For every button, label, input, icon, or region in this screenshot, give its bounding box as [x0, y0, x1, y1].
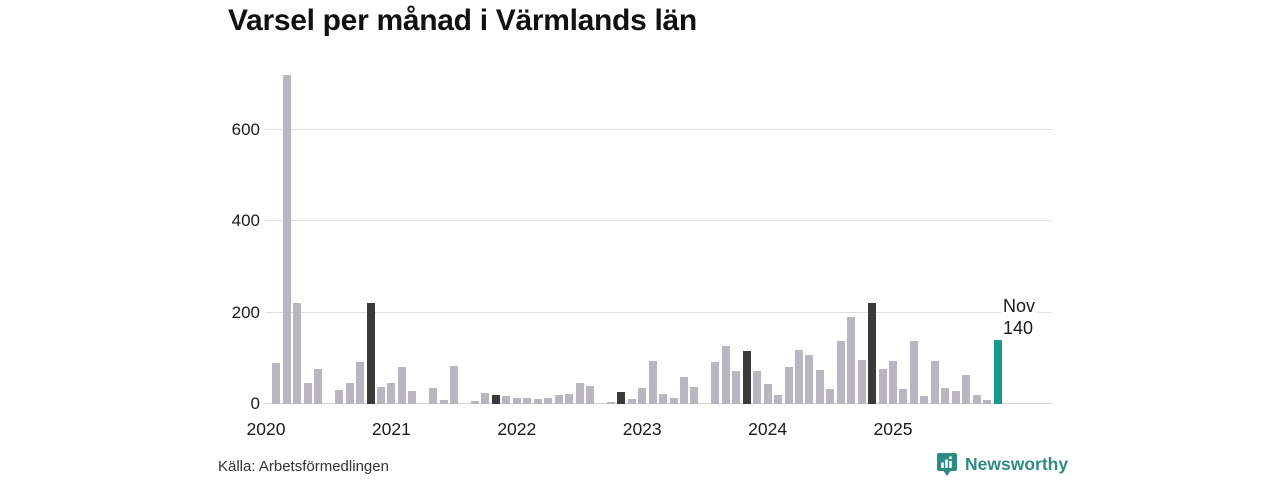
x-axis-label-2022: 2022 — [497, 419, 537, 439]
bar-2024-Dec[interactable] — [878, 369, 887, 404]
bar-2023-Jun[interactable] — [690, 387, 699, 404]
annotation-month-label: Nov — [1003, 296, 1036, 316]
brand-name: Newsworthy — [965, 454, 1069, 474]
bar-2023-Mar[interactable] — [659, 394, 668, 404]
bar-2022-Okt[interactable] — [606, 402, 615, 404]
current-month-annotation: Nov 140 — [1001, 295, 1038, 339]
x-axis-label-2024: 2024 — [748, 419, 788, 439]
x-axis-label-2023: 2023 — [622, 419, 662, 439]
y-axis-label-0: 0 — [250, 394, 260, 413]
bar-2023-Jan[interactable] — [638, 388, 647, 404]
newsworthy-badge-bar-chart-icon — [936, 452, 958, 477]
bar-2021-Dec[interactable] — [502, 396, 511, 404]
bar-2025-Okt[interactable] — [983, 399, 992, 404]
gridline-y-400 — [265, 220, 1052, 221]
y-axis-label-600: 600 — [231, 119, 260, 139]
bar-2023-Sep[interactable] — [721, 346, 730, 404]
branding[interactable]: Newsworthy — [936, 452, 1068, 477]
bar-2025-Mar[interactable] — [909, 341, 918, 404]
bar-2024-Mar[interactable] — [784, 366, 793, 404]
bar-2023-Dec[interactable] — [753, 370, 762, 404]
gridline-y-200 — [265, 311, 1052, 313]
bar-2024-Nov[interactable] — [868, 302, 877, 404]
bar-2021-Jan[interactable] — [387, 383, 396, 404]
bar-2020-Nov[interactable] — [366, 303, 375, 404]
bar-2021-Jun[interactable] — [439, 400, 448, 404]
bar-2025-Jun[interactable] — [941, 387, 950, 404]
bar-2021-Nov[interactable] — [491, 394, 500, 404]
bar-2024-Jun[interactable] — [815, 369, 824, 404]
bar-2022-Jun[interactable] — [565, 393, 574, 404]
x-axis-label-2020: 2020 — [246, 419, 286, 439]
bar-2025-Jan[interactable] — [889, 361, 897, 404]
bar-2025-Maj[interactable] — [930, 360, 939, 404]
bar-2024-Maj[interactable] — [805, 354, 814, 404]
bar-2025-Jul[interactable] — [951, 390, 960, 404]
bar-2025-Apr[interactable] — [920, 395, 929, 404]
bar-2025-Feb[interactable] — [899, 388, 908, 404]
bar-2022-Maj[interactable] — [554, 394, 563, 404]
bar-2020-Apr[interactable] — [293, 303, 302, 404]
bar-2023-Aug[interactable] — [711, 361, 720, 404]
bar-2024-Feb[interactable] — [774, 395, 783, 404]
bar-2024-Sep[interactable] — [847, 317, 856, 404]
bar-2020-Aug[interactable] — [335, 390, 344, 404]
bar-2022-Apr[interactable] — [544, 397, 553, 404]
plot-area — [265, 60, 1052, 404]
bar-2023-Feb[interactable] — [648, 360, 657, 404]
bar-2021-Jul[interactable] — [450, 366, 459, 404]
y-axis-label-200: 200 — [231, 302, 260, 322]
bar-2020-Okt[interactable] — [356, 362, 365, 404]
bar-2025-Nov[interactable] — [993, 339, 1002, 404]
x-axis-label-2021: 2021 — [371, 419, 411, 439]
bar-2025-Sep[interactable] — [972, 394, 981, 404]
bar-2025-Aug[interactable] — [962, 375, 971, 404]
bar-2023-Nov[interactable] — [742, 351, 751, 404]
bar-2023-Apr[interactable] — [669, 397, 678, 404]
x-axis-label-2025: 2025 — [873, 419, 913, 439]
gridline-y-0 — [265, 403, 1052, 404]
bar-2022-Jul[interactable] — [575, 382, 584, 404]
bar-2021-Okt[interactable] — [481, 393, 490, 404]
bar-2022-Feb[interactable] — [523, 397, 532, 404]
bar-2021-Feb[interactable] — [397, 366, 406, 404]
bar-2020-Feb[interactable] — [272, 362, 281, 404]
bar-2024-Jul[interactable] — [826, 388, 835, 404]
annotation-value-label: 140 — [1003, 318, 1034, 338]
bar-2022-Jan[interactable] — [512, 398, 521, 404]
bar-2024-Aug[interactable] — [836, 341, 845, 404]
bar-2023-Okt[interactable] — [732, 370, 741, 404]
bar-2024-Apr[interactable] — [794, 349, 803, 404]
y-axis-label-400: 400 — [231, 211, 260, 230]
bar-2020-Mar[interactable] — [282, 74, 291, 404]
bar-2020-Jun[interactable] — [314, 369, 323, 404]
gridline-y-600 — [265, 128, 1052, 130]
bar-2022-Nov[interactable] — [617, 391, 626, 404]
bar-2023-Maj[interactable] — [680, 377, 688, 404]
bar-2024-Jan[interactable] — [763, 384, 772, 404]
bar-2022-Dec[interactable] — [627, 398, 636, 404]
bar-2020-Dec[interactable] — [376, 387, 385, 404]
bar-2020-Maj[interactable] — [303, 383, 312, 404]
chart-title: Varsel per månad i Värmlands län — [228, 4, 697, 37]
bar-2021-Sep[interactable] — [471, 401, 479, 404]
bar-2020-Sep[interactable] — [345, 382, 354, 404]
bar-2022-Aug[interactable] — [585, 386, 594, 404]
bar-2021-Mar[interactable] — [408, 390, 417, 404]
bar-2021-Maj[interactable] — [429, 388, 438, 404]
bar-2022-Mar[interactable] — [533, 399, 542, 404]
source-credit: Källa: Arbetsförmedlingen — [218, 458, 389, 475]
bar-2024-Okt[interactable] — [857, 360, 866, 404]
